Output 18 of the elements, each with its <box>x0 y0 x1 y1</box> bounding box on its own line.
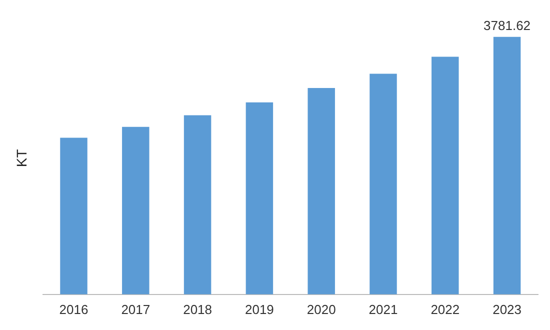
bar <box>122 126 150 294</box>
bar <box>246 102 274 294</box>
x-tick-label: 2017 <box>121 302 150 317</box>
bar <box>308 88 335 294</box>
bar <box>493 36 521 294</box>
bar <box>60 138 88 294</box>
data-label: 3781.62 <box>484 18 531 33</box>
bar <box>370 74 397 294</box>
y-axis-title: KT <box>13 148 30 168</box>
x-tick-label: 2023 <box>492 302 522 317</box>
x-tick-label: 2018 <box>183 302 212 317</box>
bar <box>432 56 459 294</box>
bar <box>184 115 212 294</box>
x-tick-label: 2019 <box>244 302 274 317</box>
x-tick-label: 2021 <box>368 302 398 317</box>
x-tick-label: 2020 <box>306 302 336 317</box>
x-tick-label: 2016 <box>59 302 88 317</box>
x-tick-label: 2022 <box>430 302 460 317</box>
